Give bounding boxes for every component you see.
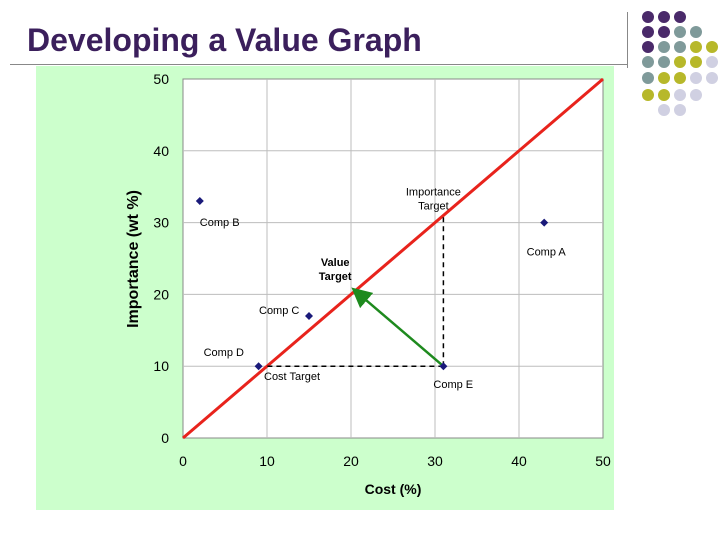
data-point (540, 218, 549, 227)
x-tick-label: 40 (511, 453, 527, 469)
decorative-dot-grid (642, 11, 718, 116)
point-label: Comp C (259, 305, 299, 317)
decor-dot (690, 56, 702, 68)
title-divider (10, 64, 628, 65)
data-point (195, 197, 204, 206)
decor-dot (674, 56, 686, 68)
x-tick-label: 10 (259, 453, 275, 469)
data-point (305, 311, 313, 320)
data-point (439, 362, 448, 371)
annotation-importance-target: Importance (406, 186, 461, 198)
decor-dot (658, 11, 670, 23)
decor-dot (706, 56, 718, 68)
decor-dot (690, 26, 702, 38)
decor-dot (642, 56, 654, 68)
value-arrow-layer (351, 287, 445, 368)
decor-dot (642, 72, 654, 84)
decor-dot (690, 89, 702, 101)
decor-dot (658, 104, 670, 116)
y-tick-labels: 0 10 20 30 40 50 (153, 71, 169, 446)
dot-grid (642, 11, 718, 116)
diagonal-line (182, 77, 604, 440)
y-tick-label: 30 (153, 215, 169, 231)
decor-dot (674, 104, 686, 116)
point-label: Comp D (204, 347, 244, 359)
annotation-cost-target: Cost Target (264, 371, 320, 383)
decor-dot (642, 26, 654, 38)
decor-dot (674, 26, 686, 38)
annotation-importance-target: Target (418, 200, 449, 212)
decor-dot (658, 89, 670, 101)
annotation-value-target: Target (319, 271, 352, 283)
decor-dot (674, 41, 686, 53)
point-labels-layer: Comp A Comp B Comp C Comp D Comp E (200, 217, 567, 391)
x-tick-label: 20 (343, 453, 359, 469)
y-axis-label: Importance (wt %) (125, 190, 142, 328)
slide-title: Developing a Value Graph (27, 22, 422, 58)
decor-dot (674, 72, 686, 84)
decor-dot (658, 41, 670, 53)
decor-dot (642, 41, 654, 53)
decor-dot (674, 89, 686, 101)
decor-dot (674, 11, 686, 23)
diagonal-layer (182, 77, 604, 440)
decor-dot (706, 41, 718, 53)
guide-layer (267, 215, 445, 367)
x-tick-label: 50 (595, 453, 611, 469)
point-label: Comp A (527, 247, 567, 259)
x-tick-label: 0 (179, 453, 187, 469)
y-tick-label: 0 (161, 430, 169, 446)
y-tick-label: 40 (153, 143, 169, 159)
decor-dot (658, 72, 670, 84)
x-axis-label: Cost (%) (365, 481, 422, 497)
y-tick-label: 50 (153, 71, 169, 87)
annotation-value-target: Value (321, 257, 350, 269)
point-label: Comp B (200, 217, 240, 229)
point-label: Comp E (433, 379, 473, 391)
x-tick-label: 30 (427, 453, 443, 469)
y-tick-label: 20 (153, 286, 169, 302)
decor-dot (706, 72, 718, 84)
y-tick-label: 10 (153, 358, 169, 374)
data-point (254, 362, 263, 371)
gridlines (183, 79, 603, 438)
decor-dot (642, 89, 654, 101)
vertical-divider (627, 12, 628, 68)
annotations-layer: Importance Target Value Target Cost Target (264, 186, 461, 383)
decor-dot (690, 72, 702, 84)
decor-dot (658, 56, 670, 68)
x-tick-labels: 0 10 20 30 40 50 (179, 453, 611, 469)
decor-dot (642, 11, 654, 23)
decor-dot (690, 41, 702, 53)
value-arrow (351, 287, 445, 368)
decor-dot (658, 26, 670, 38)
points-layer (195, 197, 549, 371)
